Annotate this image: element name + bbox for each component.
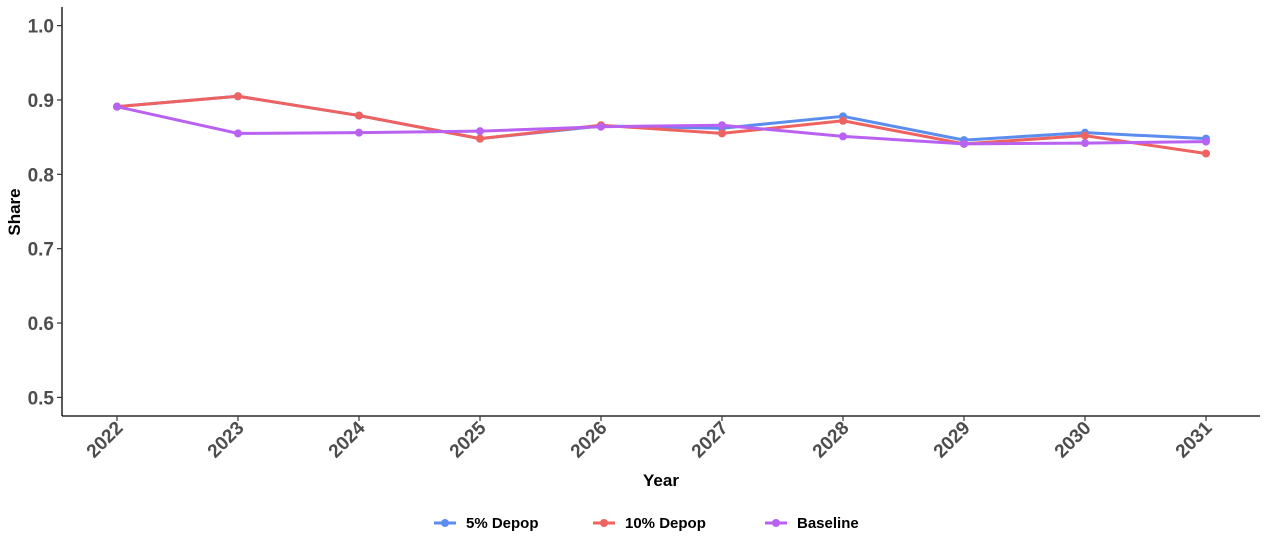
legend-item: 10% Depop bbox=[593, 515, 706, 532]
legend-label: 5% Depop bbox=[466, 515, 539, 532]
data-point bbox=[1081, 139, 1089, 148]
data-point bbox=[1081, 131, 1089, 140]
series-line bbox=[115, 94, 1208, 155]
data-point bbox=[718, 129, 726, 138]
x-tick-label: 2024 bbox=[325, 417, 370, 462]
y-axis-title: Share bbox=[5, 188, 24, 235]
data-point bbox=[1202, 149, 1210, 158]
series-group bbox=[113, 92, 1210, 145]
y-tick-label: 0.7 bbox=[28, 240, 54, 261]
x-tick-label: 2026 bbox=[567, 418, 612, 463]
x-tick-label: 2025 bbox=[446, 417, 491, 462]
series-group bbox=[113, 102, 1210, 148]
legend-swatch-point bbox=[441, 519, 449, 527]
plot-area bbox=[113, 92, 1210, 158]
legend-swatch-point bbox=[600, 519, 608, 527]
x-tick-label: 2023 bbox=[204, 418, 249, 463]
data-point bbox=[839, 132, 847, 141]
x-tick-label: 2027 bbox=[688, 418, 733, 463]
data-point bbox=[839, 116, 847, 125]
data-point bbox=[113, 102, 121, 111]
legend-label: 10% Depop bbox=[625, 515, 706, 532]
data-point bbox=[476, 127, 484, 136]
x-tick-label: 2031 bbox=[1172, 417, 1217, 462]
data-point bbox=[960, 139, 968, 148]
x-axis-title: Year bbox=[643, 471, 679, 490]
data-point bbox=[234, 129, 242, 138]
y-tick-label: 1.0 bbox=[28, 17, 54, 38]
x-tick-label: 2028 bbox=[809, 418, 854, 463]
y-tick-label: 0.6 bbox=[28, 314, 54, 335]
x-tick-label: 2030 bbox=[1051, 418, 1096, 463]
data-point bbox=[355, 128, 363, 137]
series-line bbox=[115, 105, 1208, 146]
data-point bbox=[597, 122, 605, 131]
legend: 5% Depop 10% Depop Baseline bbox=[434, 515, 859, 532]
data-point bbox=[1202, 137, 1210, 146]
legend-label: Baseline bbox=[797, 515, 859, 532]
x-ticks: 2022 2023 2024 2025 2026 2027 2028 2029 2030 2031 bbox=[83, 416, 1217, 462]
data-point bbox=[234, 92, 242, 101]
legend-swatch-point bbox=[772, 519, 780, 527]
y-tick-label: 0.5 bbox=[28, 388, 55, 409]
data-point bbox=[476, 134, 484, 143]
legend-item: Baseline bbox=[765, 515, 859, 532]
y-ticks: 0.5 0.6 0.7 0.8 0.9 1.0 bbox=[28, 17, 62, 409]
y-tick-label: 0.8 bbox=[28, 165, 54, 186]
x-tick-label: 2022 bbox=[83, 418, 128, 463]
data-point bbox=[355, 111, 363, 120]
legend-item: 5% Depop bbox=[434, 515, 539, 532]
y-tick-label: 0.9 bbox=[28, 91, 54, 112]
data-point bbox=[718, 121, 726, 130]
axes bbox=[61, 7, 1260, 417]
x-tick-label: 2029 bbox=[930, 418, 975, 463]
